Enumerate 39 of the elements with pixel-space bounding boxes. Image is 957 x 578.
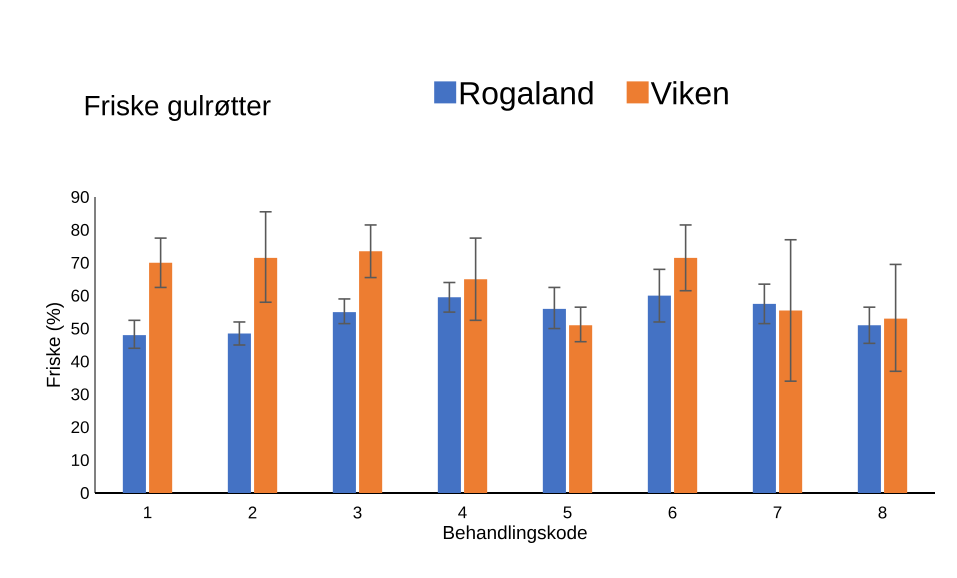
legend-label: Rogaland [460, 81, 593, 111]
x-tick-label: 4 [458, 506, 467, 518]
y-tick-label: 70 [72, 256, 89, 269]
y-tick-label: 90 [71, 191, 89, 203]
bar [464, 279, 488, 493]
x-tick-label: 3 [353, 506, 362, 519]
bar [254, 258, 278, 493]
bar [542, 308, 566, 493]
bar [122, 335, 146, 493]
y-tick-label: 20 [72, 421, 89, 434]
x-tick-label: 6 [668, 506, 676, 519]
bar [332, 312, 356, 493]
bar [569, 325, 592, 493]
x-tick-label: 1 [144, 506, 152, 518]
x-tick-label: 2 [248, 506, 256, 518]
bar [228, 333, 251, 493]
x-axis-title: Behandlingskode [444, 525, 587, 543]
bar [149, 262, 172, 493]
bar [648, 296, 671, 493]
bar [674, 258, 698, 493]
bar [752, 304, 776, 493]
y-tick-label: 40 [71, 355, 89, 368]
y-tick-label: 0 [80, 486, 89, 499]
chart-title: Friske gulrøtter [86, 95, 271, 121]
bar [779, 310, 802, 493]
x-tick-label: 5 [563, 506, 572, 518]
y-tick-label: 80 [71, 224, 89, 236]
bar [359, 251, 382, 493]
x-tick-label: 7 [774, 506, 782, 518]
x-tick-label: 8 [878, 506, 886, 519]
y-tick-label: 60 [72, 290, 89, 302]
bar [858, 325, 881, 493]
y-tick-label: 50 [71, 322, 89, 335]
y-tick-label: 30 [71, 388, 89, 400]
bar [438, 297, 461, 493]
bar [884, 318, 908, 493]
legend-label: Viken [650, 81, 728, 105]
y-axis-title: Friske (%) [46, 303, 64, 387]
y-tick-label: 10 [72, 454, 89, 466]
